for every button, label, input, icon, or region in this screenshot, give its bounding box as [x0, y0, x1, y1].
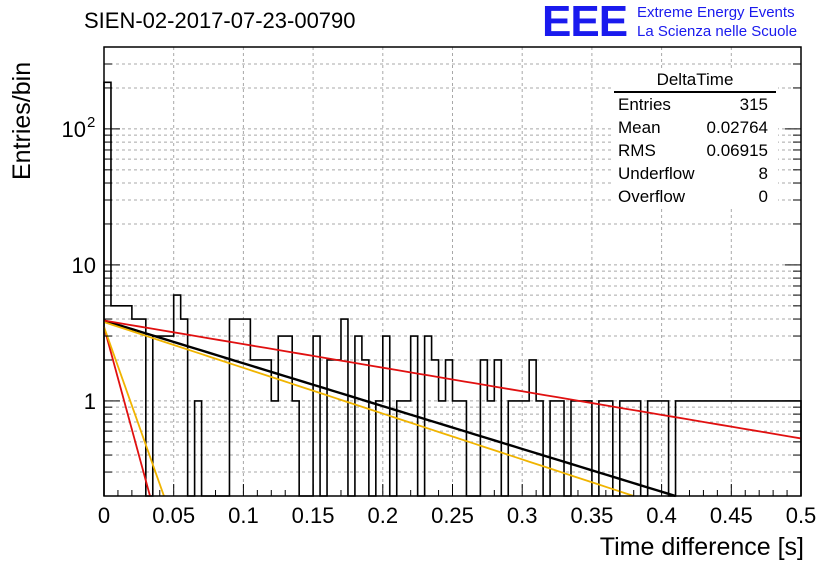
x-tick-label: 0.5 — [786, 503, 817, 528]
stats-value: 0.06915 — [706, 141, 768, 160]
y-tick-exponent: 2 — [87, 114, 95, 131]
tick-labels: 0 0.05 0.1 0.15 0.2 0.25 0.3 0.35 0.4 0.45 0.5 1 10 1… — [62, 114, 817, 528]
stats-label: RMS — [618, 141, 656, 160]
stats-row-mean: Mean 0.02764 — [612, 116, 778, 139]
x-tick-label: 0.15 — [292, 503, 335, 528]
stats-value: 315 — [739, 95, 768, 114]
y-tick-label: 10 — [62, 117, 86, 142]
logo-line-1: Extreme Energy Events — [637, 4, 795, 21]
fit-curve-red — [103, 326, 151, 497]
y-axis-label: Entries/bin — [8, 61, 36, 180]
logo-line-2: La Scienza nelle Scuole — [637, 23, 798, 40]
stats-box: DeltaTime Entries 315 Mean 0.02764 RMS 0.06… — [612, 69, 778, 209]
x-tick-label: 0 — [98, 503, 110, 528]
x-tick-label: 0.2 — [368, 503, 399, 528]
stats-label: Underflow — [618, 164, 695, 183]
stats-row-overflow: Overflow 0 — [612, 185, 778, 208]
x-tick-label: 0.1 — [228, 503, 259, 528]
stats-row-underflow: Underflow 8 — [612, 162, 778, 185]
fit-curves — [103, 319, 802, 498]
y-tick-label: 1 — [84, 389, 96, 414]
stats-row-rms: RMS 0.06915 — [612, 139, 778, 162]
x-tick-label: 0.45 — [710, 503, 753, 528]
eee-logo: EEE — [542, 0, 628, 46]
x-tick-label: 0.35 — [570, 503, 613, 528]
x-tick-label: 0.25 — [431, 503, 474, 528]
stats-value: 0.02764 — [706, 118, 768, 137]
stats-label: Entries — [618, 95, 671, 114]
fit-curve-orange — [103, 326, 165, 497]
x-axis-label: Time difference [s] — [599, 533, 804, 561]
chart-title: SIEN-02-2017-07-23-00790 — [84, 8, 356, 33]
fit-curve-red — [103, 319, 802, 440]
x-tick-label: 0.4 — [646, 503, 677, 528]
grid-lines — [104, 47, 801, 496]
x-tick-label: 0.05 — [152, 503, 195, 528]
axis-ticks — [103, 63, 802, 496]
x-tick-label: 0.3 — [507, 503, 538, 528]
fit-curve-orange — [103, 321, 635, 497]
stats-title: DeltaTime — [614, 69, 776, 93]
stats-label: Mean — [618, 118, 661, 137]
fit-curve-black — [103, 319, 676, 498]
logo-text: Extreme Energy Events La Scienza nelle S… — [637, 3, 797, 41]
y-tick-label: 10 — [72, 253, 96, 278]
stats-label: Overflow — [618, 187, 686, 206]
stats-value: 8 — [758, 164, 768, 183]
stats-row-entries: Entries 315 — [612, 93, 778, 116]
stats-value: 0 — [758, 187, 768, 206]
